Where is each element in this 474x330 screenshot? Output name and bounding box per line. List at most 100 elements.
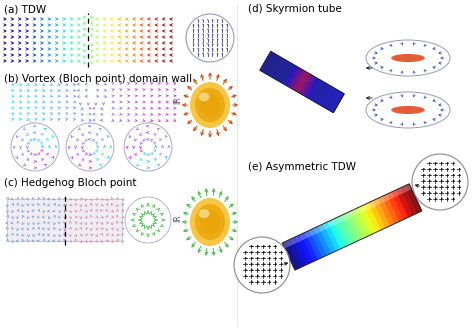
Polygon shape	[341, 213, 349, 221]
Polygon shape	[262, 53, 276, 73]
Polygon shape	[282, 241, 290, 248]
Polygon shape	[350, 209, 368, 239]
Circle shape	[66, 123, 114, 171]
Polygon shape	[346, 211, 364, 241]
Polygon shape	[359, 205, 377, 234]
Polygon shape	[391, 190, 409, 219]
Polygon shape	[287, 239, 294, 246]
Ellipse shape	[195, 204, 225, 240]
Polygon shape	[289, 68, 303, 89]
Polygon shape	[311, 81, 325, 102]
Polygon shape	[296, 234, 303, 242]
Text: (b) Vortex (Bloch point) domain wall: (b) Vortex (Bloch point) domain wall	[4, 74, 192, 84]
Polygon shape	[382, 194, 400, 224]
Ellipse shape	[366, 92, 450, 128]
Polygon shape	[284, 65, 298, 86]
Ellipse shape	[199, 93, 210, 101]
Polygon shape	[323, 88, 337, 109]
Ellipse shape	[391, 54, 425, 62]
FancyBboxPatch shape	[8, 199, 122, 241]
Polygon shape	[314, 82, 328, 103]
Polygon shape	[373, 198, 380, 206]
Polygon shape	[386, 192, 394, 200]
Circle shape	[11, 123, 59, 171]
Ellipse shape	[195, 88, 225, 122]
Polygon shape	[377, 196, 395, 226]
Polygon shape	[332, 217, 339, 225]
Polygon shape	[323, 222, 341, 251]
Polygon shape	[310, 228, 327, 257]
Polygon shape	[364, 203, 382, 232]
Polygon shape	[319, 224, 326, 232]
Polygon shape	[332, 217, 350, 247]
Circle shape	[125, 197, 171, 243]
Polygon shape	[321, 87, 335, 107]
Polygon shape	[267, 55, 281, 76]
Ellipse shape	[199, 209, 210, 218]
Ellipse shape	[200, 210, 220, 234]
Polygon shape	[309, 80, 323, 100]
Polygon shape	[405, 183, 412, 191]
Ellipse shape	[200, 93, 220, 116]
Polygon shape	[270, 57, 283, 78]
Polygon shape	[364, 203, 371, 211]
Polygon shape	[328, 219, 335, 227]
Polygon shape	[368, 201, 376, 208]
Polygon shape	[301, 232, 308, 240]
Polygon shape	[316, 84, 330, 105]
Polygon shape	[326, 89, 340, 110]
Polygon shape	[355, 207, 373, 236]
Polygon shape	[306, 78, 320, 99]
Polygon shape	[287, 239, 304, 268]
Polygon shape	[400, 186, 408, 193]
Polygon shape	[337, 215, 354, 245]
Text: IR: IR	[173, 96, 182, 104]
Polygon shape	[355, 207, 362, 214]
Polygon shape	[277, 61, 291, 82]
Circle shape	[412, 154, 468, 210]
Polygon shape	[331, 92, 345, 113]
Circle shape	[234, 237, 290, 293]
Polygon shape	[301, 232, 318, 262]
Polygon shape	[310, 228, 317, 236]
Polygon shape	[305, 230, 322, 260]
Polygon shape	[382, 194, 390, 202]
Text: (c) Hedgehog Bloch point: (c) Hedgehog Bloch point	[4, 178, 137, 188]
Polygon shape	[328, 91, 342, 112]
Polygon shape	[299, 74, 313, 95]
Polygon shape	[292, 236, 299, 244]
Text: (e) Asymmetric TDW: (e) Asymmetric TDW	[248, 162, 356, 172]
Ellipse shape	[190, 82, 230, 128]
Polygon shape	[314, 226, 332, 255]
Polygon shape	[328, 219, 345, 249]
Polygon shape	[386, 192, 404, 221]
Polygon shape	[350, 209, 358, 217]
Ellipse shape	[190, 198, 230, 246]
Polygon shape	[391, 190, 399, 198]
Polygon shape	[282, 64, 296, 85]
Polygon shape	[272, 58, 286, 79]
Circle shape	[124, 123, 172, 171]
Polygon shape	[337, 215, 344, 223]
Polygon shape	[400, 186, 418, 215]
Polygon shape	[304, 77, 318, 97]
Text: IR: IR	[173, 214, 182, 222]
Polygon shape	[346, 211, 353, 219]
Polygon shape	[395, 188, 413, 217]
Polygon shape	[292, 70, 305, 90]
Polygon shape	[395, 188, 403, 196]
Polygon shape	[373, 198, 391, 228]
Polygon shape	[279, 63, 293, 83]
Polygon shape	[282, 241, 300, 270]
Polygon shape	[314, 226, 321, 234]
Polygon shape	[294, 71, 308, 92]
Polygon shape	[297, 73, 310, 93]
Circle shape	[186, 14, 234, 62]
Ellipse shape	[391, 106, 425, 114]
Polygon shape	[292, 236, 309, 266]
Polygon shape	[359, 205, 367, 213]
Polygon shape	[305, 230, 312, 238]
Polygon shape	[323, 222, 330, 229]
Polygon shape	[296, 234, 313, 264]
Polygon shape	[341, 213, 359, 243]
